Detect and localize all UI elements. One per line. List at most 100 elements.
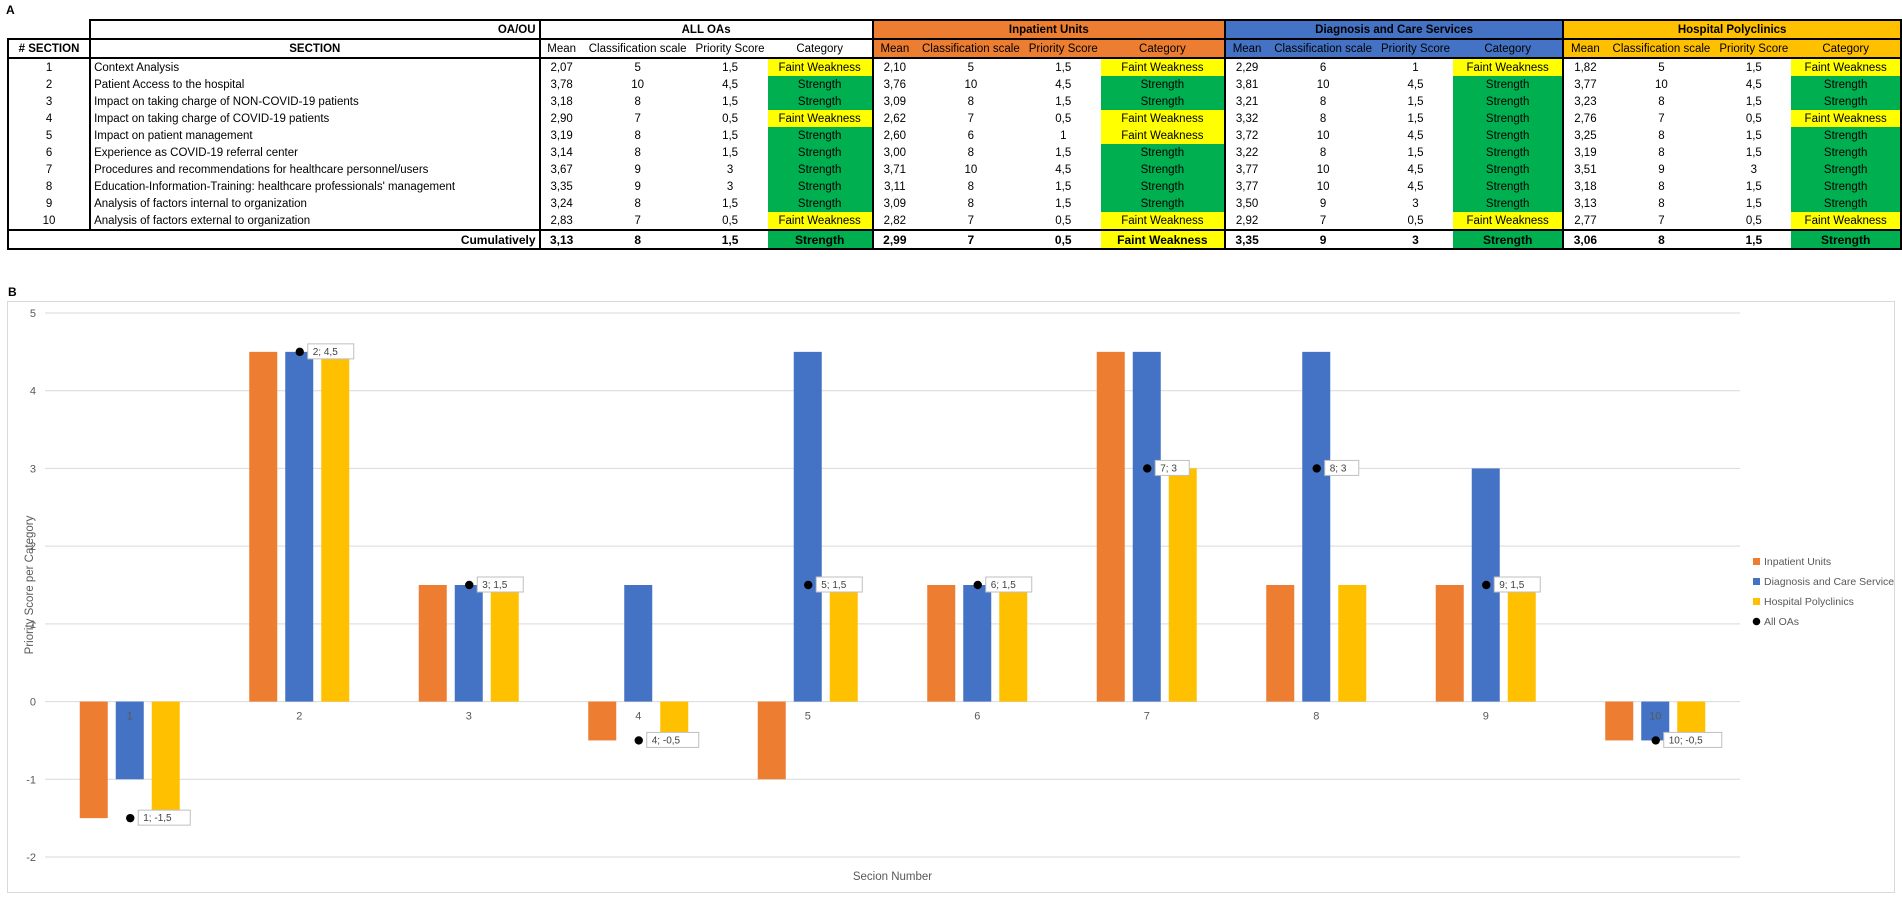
cell-hospital-polyclinics-category: Strength [1791, 195, 1902, 212]
cell-section-number: 7 [6, 161, 92, 178]
cell-all-oas-priority-score: 0,5 [722, 112, 739, 125]
cell-diagnosis-care-services-priority-score: 4,5 [1407, 78, 1424, 91]
bar-inpatient-units [1096, 351, 1125, 702]
cell-all-oas-priority-score: 4,5 [722, 78, 739, 91]
chart-svg: -2 -1 0 1 2 3 4 5 1 1; -1,5 2 2; 4,5 3 3; 1,5 4 4; -0,5… [24, 308, 1894, 883]
all-oas-marker [1312, 464, 1321, 473]
y-tick-label: -2 [26, 852, 36, 864]
cell-all-oas-priority-score: 3 [726, 163, 734, 176]
cell-inpatient-units-mean: 3,76 [883, 78, 907, 91]
cell-all-oas-category: Strength [767, 93, 874, 110]
cell-hospital-polyclinics-priority-score: 3 [1750, 163, 1758, 176]
cell-diagnosis-care-services-mean: 3,77 [1235, 180, 1259, 193]
cell-diagnosis-care-services-classification-scale: 8 [1319, 95, 1327, 108]
data-label-box [137, 809, 191, 826]
cell-hospital-polyclinics-mean: 1,82 [1574, 61, 1597, 74]
all-oas-marker [1651, 736, 1660, 745]
cell-hospital-polyclinics-classification-scale: 5 [1658, 61, 1665, 74]
cell-all-oas-mean: 3,18 [550, 95, 573, 108]
data-label: 5; 1,5 [821, 580, 846, 591]
table-row: 7 Procedures and recommendations for heal… [6, 161, 1902, 178]
data-label: 6; 1,5 [991, 580, 1016, 591]
cell-inpatient-units-classification-scale: 7 [967, 214, 975, 227]
cell-diagnosis-care-services-mean: 3,35 [1224, 229, 1269, 250]
cell-inpatient-units-mean: 2,99 [872, 229, 916, 250]
cell-hospital-polyclinics-priority-score: 1,5 [1716, 229, 1792, 250]
all-oas-marker [973, 580, 982, 590]
table-group-header-row: OA/OU ALL OAs Inpatient Units Diagnosis … [8, 19, 1902, 39]
cell-diagnosis-care-services-classification-scale: 7 [1319, 214, 1327, 227]
x-tick-label: 9 [1483, 711, 1489, 723]
cell-hospital-polyclinics-priority-score: 1,5 [1745, 95, 1762, 108]
col-header-all-oas-priority-score: Priority Score [692, 38, 768, 59]
cell-inpatient-units-mean: 3,00 [883, 146, 907, 159]
cell-section-number: 3 [6, 93, 92, 110]
all-oas-marker [465, 580, 474, 590]
all-oas-marker [1482, 580, 1491, 590]
legend-swatch [1753, 558, 1760, 565]
y-tick-label: 5 [30, 308, 36, 320]
cell-diagnosis-care-services-mean: 3,77 [1235, 163, 1259, 176]
y-tick-label: 3 [30, 463, 36, 475]
legend-marker-all-oas [1752, 617, 1761, 626]
data-label-box [815, 576, 863, 593]
cell-section-name: Impact on patient management [90, 127, 541, 144]
cell-diagnosis-care-services-category: Strength [1453, 144, 1565, 161]
cell-inpatient-units-category: Strength [1100, 144, 1226, 161]
cell-all-oas-classification-scale: 8 [634, 129, 641, 142]
cell-diagnosis-care-services-priority-score: 3 [1412, 197, 1419, 210]
bar-diagnosis-and-care-services [454, 585, 483, 702]
cell-hospital-polyclinics-category: Strength [1791, 93, 1902, 110]
cell-diagnosis-care-services-category: Strength [1453, 110, 1565, 127]
cell-section-number: 5 [6, 127, 92, 144]
cell-inpatient-units-mean: 2,62 [883, 112, 907, 125]
cell-all-oas-classification-scale: 9 [634, 163, 641, 176]
table-column-header-row: # SECTION SECTION Mean Classification sca… [6, 38, 1902, 59]
cell-hospital-polyclinics-classification-scale: 8 [1658, 95, 1665, 108]
data-label: 9; 1,5 [1499, 580, 1524, 591]
data-label-box [646, 731, 700, 748]
cell-diagnosis-care-services-mean: 3,72 [1235, 129, 1259, 142]
cell-hospital-polyclinics-category: Strength [1791, 76, 1902, 93]
cell-diagnosis-care-services-priority-score: 4,5 [1407, 163, 1424, 176]
cell-section-name: Context Analysis [90, 58, 541, 76]
legend-swatch [1753, 578, 1760, 585]
bar-hospital-polyclinics [1338, 585, 1367, 702]
cell-all-oas-mean: 2,90 [550, 112, 573, 125]
data-label-box [1154, 459, 1190, 476]
cell-hospital-polyclinics-category: Faint Weakness [1791, 110, 1902, 127]
cell-hospital-polyclinics-category: Strength [1791, 178, 1902, 195]
cell-hospital-polyclinics-mean: 3,13 [1574, 197, 1597, 210]
bar-diagnosis-and-care-services [963, 585, 992, 702]
cell-inpatient-units-classification-scale: 8 [967, 146, 975, 159]
table-row: 1 Context Analysis 2,07 5 1,5 Faint Weakness 2… [6, 58, 1902, 76]
cell-inpatient-units-classification-scale: 5 [967, 61, 975, 74]
cell-hospital-polyclinics-priority-score: 1,5 [1745, 129, 1762, 142]
col-header-hospital-polyclinics-category: Category [1791, 38, 1902, 59]
cell-all-oas-priority-score: 1,5 [722, 95, 739, 108]
cell-inpatient-units-priority-score: 0,5 [1055, 214, 1072, 227]
x-tick-label: 3 [466, 711, 472, 723]
cell-inpatient-units-mean: 3,71 [883, 163, 907, 176]
y-tick-label: 0 [30, 697, 36, 709]
cell-diagnosis-care-services-category: Strength [1453, 178, 1565, 195]
x-axis-title: Secion Number [853, 871, 932, 883]
all-oas-marker [1143, 464, 1152, 473]
cell-all-oas-mean: 2,83 [550, 214, 573, 227]
cell-all-oas-category: Faint Weakness [767, 212, 874, 230]
cell-hospital-polyclinics-mean: 3,06 [1563, 229, 1607, 250]
table-row: 4 Impact on taking charge of COVID-19 pat… [6, 110, 1902, 127]
cell-hospital-polyclinics-category: Strength [1791, 161, 1902, 178]
cell-all-oas-category: Faint Weakness [767, 110, 874, 127]
data-label: 8; 3 [1330, 463, 1347, 474]
data-label-box [1324, 459, 1360, 476]
cell-diagnosis-care-services-mean: 3,50 [1235, 197, 1259, 210]
x-tick-label: 1 [127, 711, 133, 723]
cell-inpatient-units-priority-score: 1,5 [1055, 61, 1072, 74]
cell-diagnosis-care-services-classification-scale: 10 [1316, 78, 1330, 91]
cell-inpatient-units-priority-score: 1,5 [1055, 197, 1072, 210]
cell-inpatient-units-category: Strength [1100, 161, 1226, 178]
cell-all-oas-classification-scale: 10 [631, 78, 645, 91]
cell-diagnosis-care-services-category: Faint Weakness [1453, 212, 1565, 230]
cell-hospital-polyclinics-classification-scale: 7 [1658, 112, 1665, 125]
